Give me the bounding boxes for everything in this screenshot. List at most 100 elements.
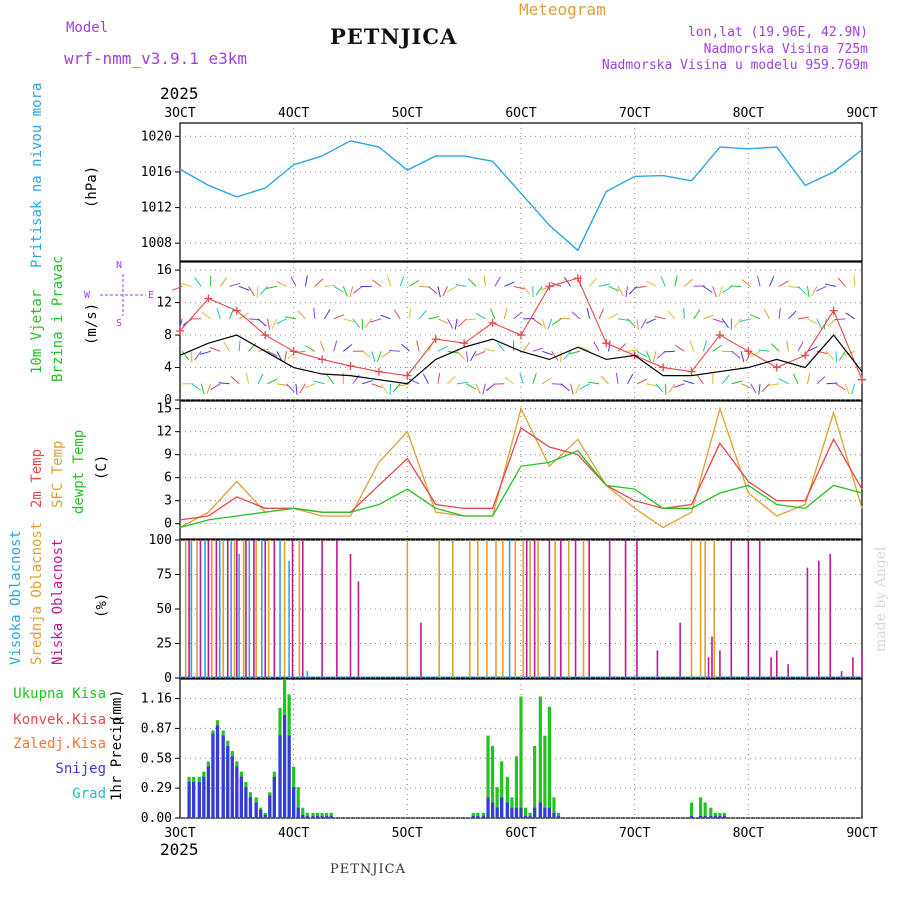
x-tick-bottom: 5OCT [392,826,423,841]
x-tick-bottom: 7OCT [619,826,650,841]
gust-marker [460,339,469,348]
wind-barb [326,374,335,385]
precip-snow-bar [230,756,234,818]
wind-barb [547,318,553,330]
precip-total-bar [543,735,547,818]
gust-marker [374,367,383,376]
gust-marker [488,318,497,327]
y-tick-label: 1016 [141,165,172,180]
precip-snow-bar [206,766,211,818]
wind-barb [593,341,600,352]
wind-barb [660,276,666,287]
wind-barb [181,282,192,287]
wind-barb [655,383,664,393]
wind-barb [455,284,467,287]
wind-barb [600,375,609,385]
precip-snow-bar [325,815,329,818]
wind-barb [646,383,658,387]
wind-barb [276,318,287,325]
precip-snow-bar [329,815,333,818]
wind-barb [797,341,804,352]
wind-barb [324,284,336,287]
precip-snow-bar [709,815,713,818]
wind-barb [792,373,799,384]
wind-barb [257,373,264,384]
wind-barb [419,285,431,288]
precip-snow-bar [259,809,263,818]
wind-barb [769,276,775,287]
precip-total-bar [552,797,556,818]
wind-barb [758,349,770,352]
wind-barb [191,383,201,391]
precip-total-bar [698,797,703,818]
wind-barb [560,383,570,392]
wind-barb [542,350,553,356]
y-tick-label: 12 [156,425,172,440]
wind-barb [370,318,382,323]
y-tick-label: 0.29 [141,781,172,796]
y-tick-label: 8 [164,328,172,343]
x-tick-top: 3OCT [164,106,195,121]
gust-marker [801,351,810,360]
precip-snow-bar [311,815,315,818]
precip-snow-bar [510,807,514,818]
wind-barb [663,350,675,353]
wind-barb [466,383,477,390]
wind-barb [437,286,441,298]
wind-barb [826,382,838,385]
wind-barb [409,307,411,319]
wind-barb [361,350,372,359]
wind-barb [559,317,571,320]
precip-snow-bar [698,815,703,818]
wind-barb [333,314,345,320]
wind-barb [535,286,543,296]
wind-barb [290,276,297,287]
wind-barb [398,383,410,387]
footer-station: PETNJICA [330,862,406,877]
wind-barb [181,350,190,361]
wind-barb [656,350,666,359]
wind-barb [447,285,458,292]
wind-barb [532,318,543,326]
wind-barb [218,382,230,385]
y-tick-label: 1008 [141,236,172,251]
y-tick-label: 15 [156,402,172,417]
wind-barb [342,286,348,297]
wind-barb [569,350,581,355]
wind-barb [608,340,611,352]
gust-marker [772,363,781,372]
wind-barb [504,281,515,287]
wind-barb [806,372,811,384]
compass-s: S [116,318,123,329]
wind-barb [551,383,563,385]
wind-barb [256,286,259,298]
gust-marker [545,282,554,291]
precip-snow-bar [287,735,291,818]
pressure-line [179,140,863,252]
legend-total-rain: Ukupna Kisa [13,686,106,702]
wind-barb [532,347,544,352]
wind-barb [245,372,250,384]
precip-snow-bar [552,812,556,818]
wind-barb [380,383,388,394]
precip-snow-bar [263,814,267,818]
precip-snow-bar [500,797,504,818]
y-tick-label: 0 [164,671,172,686]
wind-barb [636,318,639,330]
wind-barb [788,310,797,320]
wind-barb [376,351,382,362]
wind-barb [640,318,647,329]
wind-barb [194,350,202,361]
precip-snow-bar [296,807,300,818]
wind-barb [475,312,486,320]
wind-barb [400,343,410,352]
wind-barb [551,351,559,361]
wind-barb [475,350,486,357]
wind-barb [564,276,572,287]
wind-barb [522,286,531,296]
gust-marker [204,294,213,303]
precip-total-bar [709,807,713,818]
gust-marker [517,331,525,340]
wind-barb [645,318,657,324]
precip-snow-bar [722,815,727,818]
